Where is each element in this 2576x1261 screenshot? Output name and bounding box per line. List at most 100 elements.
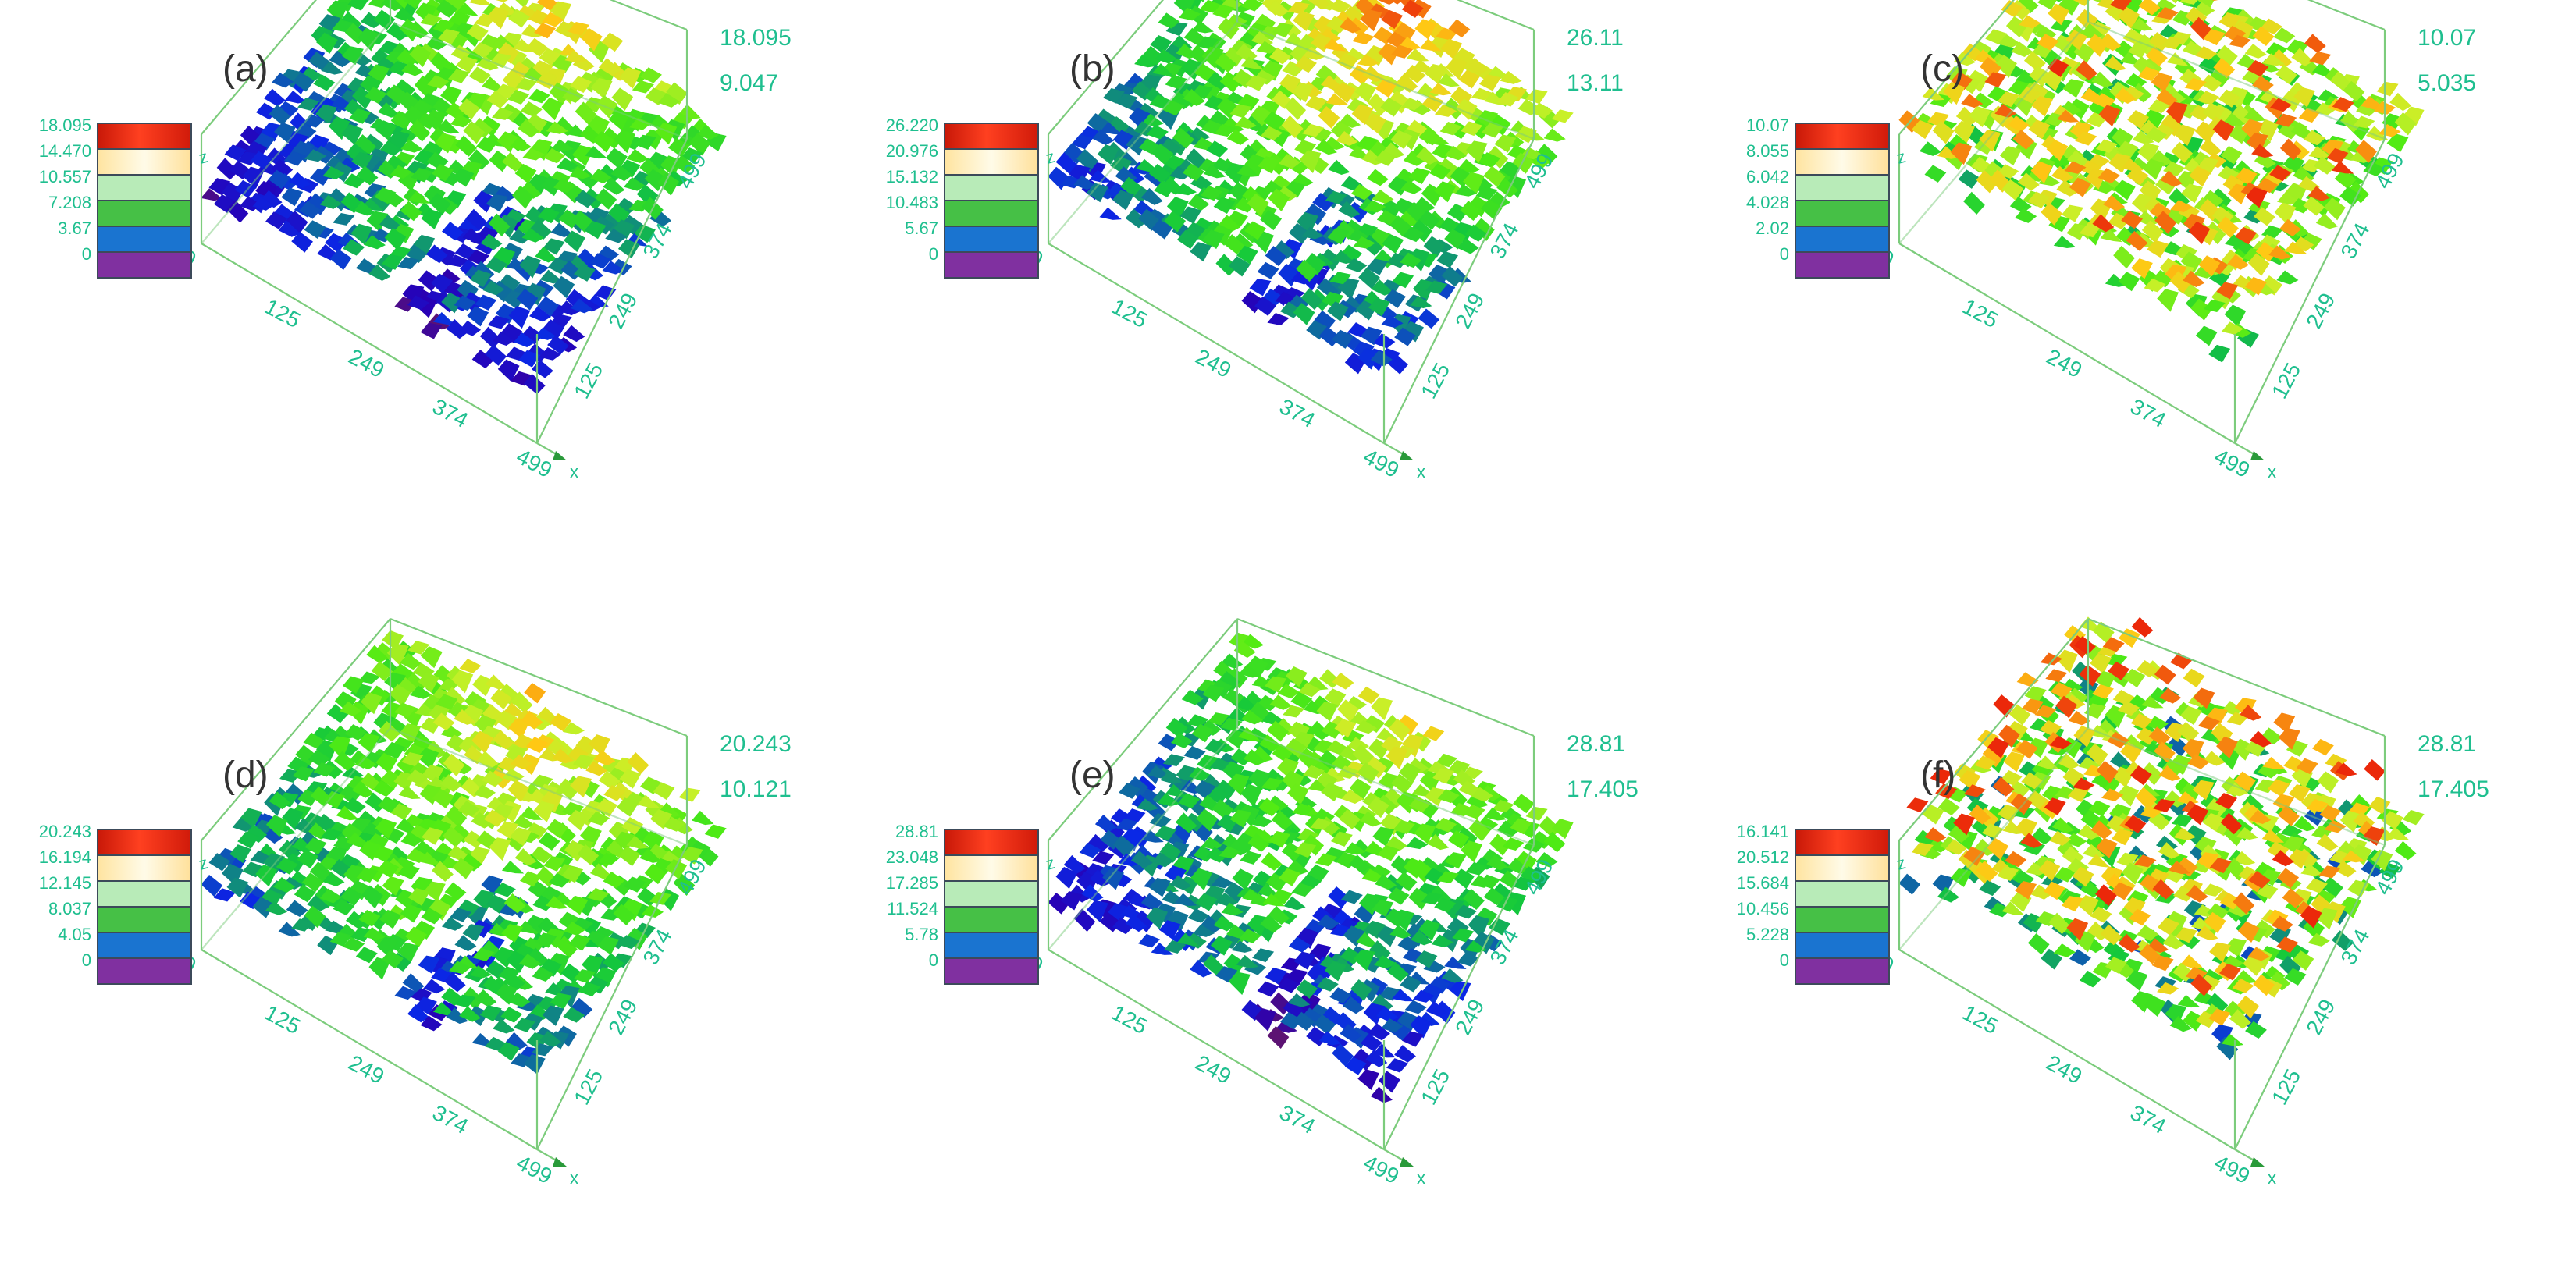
legend-swatch	[1795, 200, 1890, 227]
legend-tick-label: 14.470	[39, 141, 91, 161]
surface-cell	[2282, 836, 2305, 854]
legend-tick-label: 16.194	[39, 847, 91, 867]
surface-cell	[526, 737, 548, 754]
legend-swatch	[944, 854, 1039, 882]
surface-cell	[1236, 245, 1258, 265]
surface-cell	[2127, 110, 2150, 130]
surface-cell	[1361, 326, 1382, 346]
surface-cell	[2137, 66, 2160, 82]
surface-cell	[523, 374, 546, 395]
surface-cell	[1492, 799, 1514, 813]
surface-cell	[282, 808, 304, 831]
surface-cell	[2097, 168, 2120, 184]
surface-cell	[1278, 977, 1300, 993]
surface-cell	[2245, 186, 2268, 208]
surface-cell	[208, 178, 231, 196]
surface-cell	[1155, 825, 1177, 841]
surface-cell	[2237, 921, 2260, 943]
surface-cell	[1979, 879, 2001, 897]
surface-cell	[2251, 144, 2274, 158]
surface-cell	[553, 177, 576, 194]
surface-cell	[457, 98, 480, 119]
surface-cell	[1299, 150, 1322, 174]
surface-cell	[1422, 726, 1445, 741]
z-axis-label: z	[1895, 853, 1908, 874]
surface-cell	[1327, 227, 1350, 245]
surface-cell	[539, 347, 562, 361]
surface-cell	[308, 750, 330, 767]
surface-cell	[2109, 0, 2132, 11]
surface-cell	[1158, 12, 1180, 29]
surface-cell	[313, 762, 336, 777]
surface-cell	[2315, 908, 2338, 930]
box-edge	[1048, 21, 1238, 244]
surface-cell	[1261, 777, 1283, 790]
z-tick-label: 10.121	[720, 776, 792, 802]
surface-cell	[2221, 321, 2243, 335]
surface-cell	[1179, 8, 1201, 21]
surface-cell	[1196, 808, 1219, 832]
surface-cell	[343, 936, 365, 952]
surface-cell	[1267, 0, 1290, 17]
surface-cell	[678, 787, 701, 802]
surface-cell	[1260, 210, 1283, 231]
surface-cell	[1055, 867, 1078, 890]
surface-cell	[1344, 1057, 1367, 1075]
surface-cell	[515, 77, 538, 91]
axis-box	[1047, 0, 1535, 444]
surface-cell	[2162, 933, 2185, 950]
surface-cell	[2335, 762, 2357, 776]
surface-cell	[400, 201, 422, 222]
surface-cell	[400, 904, 422, 923]
surface-cell	[454, 935, 477, 952]
surface-cell	[1432, 768, 1455, 784]
surface-cell	[328, 116, 350, 140]
surface-cell	[480, 233, 503, 250]
surface-cell	[1154, 180, 1176, 198]
surface-cell	[524, 683, 546, 704]
surface-cell	[1140, 187, 1163, 205]
surface-cell	[2066, 918, 2089, 941]
surface-cell	[1366, 169, 1389, 186]
surface-cell	[415, 996, 437, 1015]
surface-cell	[2041, 69, 2064, 91]
surface-cell	[1457, 238, 1479, 254]
surface-cell	[201, 875, 223, 897]
surface-cell	[1416, 147, 1439, 165]
legend-tick-label: 7.208	[48, 193, 91, 212]
surface-cell	[2088, 800, 2111, 817]
surface-cell	[2201, 883, 2224, 897]
surface-cell	[2236, 827, 2258, 840]
surface-cell	[526, 37, 548, 57]
surface-cell	[521, 710, 543, 730]
surface-cell	[1387, 887, 1410, 905]
surface-cell	[532, 966, 554, 982]
surface-cell	[1483, 165, 1506, 187]
surface-cell	[1291, 883, 1314, 897]
surface-cell	[432, 861, 454, 882]
surface-cell	[2015, 881, 2037, 900]
surface-cell	[1251, 30, 1273, 46]
surface-cell	[634, 134, 656, 150]
surface-cell	[2262, 756, 2285, 769]
surface-cell	[529, 306, 552, 322]
surface-cell	[1339, 17, 1361, 34]
surface-cell	[1245, 75, 1268, 91]
box-edge	[2087, 726, 2386, 847]
surface-cell	[2217, 216, 2239, 238]
surface-cell	[598, 58, 621, 76]
surface-cell	[2056, 649, 2078, 673]
surface-cell	[1119, 783, 1141, 799]
surface-cell	[2227, 254, 2250, 270]
surface-cell	[2152, 879, 2175, 900]
surface-cell	[2200, 138, 2222, 157]
surface-cell	[2023, 51, 2046, 72]
surface-cell	[618, 846, 641, 867]
surface-cell	[321, 61, 343, 75]
surface-cell	[1338, 201, 1361, 218]
surface-cell	[2212, 119, 2235, 142]
surface-cell	[2030, 161, 2053, 183]
surface-cell	[1147, 124, 1169, 140]
surface-cell	[1352, 31, 1375, 45]
surface-cell	[2183, 900, 2206, 921]
